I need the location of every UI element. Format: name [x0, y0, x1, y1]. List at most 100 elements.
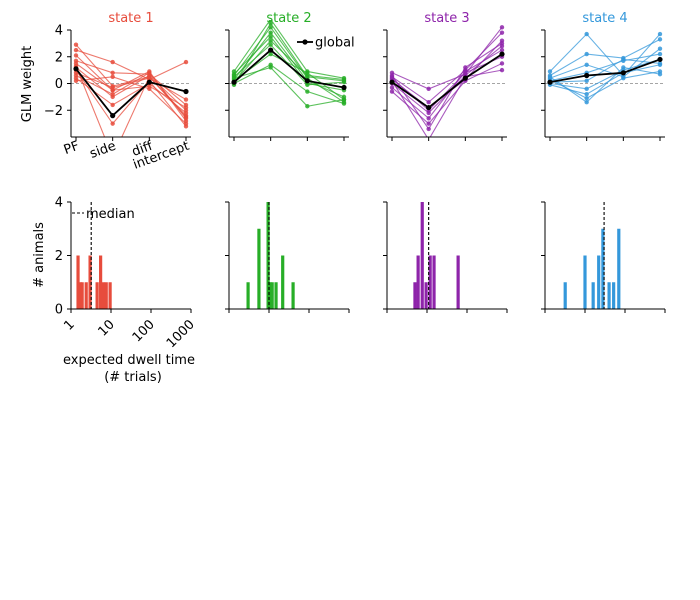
animal-point — [231, 75, 237, 81]
animal-line — [549, 58, 661, 90]
weights-panel-4: state 4 — [541, 11, 665, 141]
panel-title: state 4 — [582, 11, 627, 26]
global-point — [389, 79, 395, 85]
animal-point — [584, 96, 589, 101]
y-tick-label: 2 — [55, 249, 63, 264]
global-point — [657, 56, 663, 63]
weights-panel-3: state 3 — [383, 11, 507, 141]
animal-point — [341, 97, 347, 102]
histogram-bar — [432, 255, 436, 309]
animal-line — [75, 55, 187, 109]
histogram-bar — [597, 255, 601, 309]
animal-point — [584, 51, 589, 57]
animal-point — [73, 47, 79, 53]
animal-line — [75, 49, 187, 81]
x-tick-label: diff — [130, 138, 156, 160]
animal-line — [233, 26, 345, 103]
animal-point — [183, 110, 189, 116]
animal-point — [268, 34, 273, 39]
animal-point — [183, 59, 189, 65]
animal-line — [75, 76, 187, 125]
animal-point — [584, 78, 589, 84]
global-point — [73, 66, 79, 72]
animal-point — [426, 116, 431, 121]
animal-point — [110, 70, 115, 76]
histogram-bar — [420, 202, 424, 309]
histogram-bar — [591, 282, 595, 309]
animal-point — [621, 75, 626, 81]
histogram-bar — [104, 282, 108, 309]
animal-line — [233, 64, 345, 105]
animal-point — [621, 65, 626, 70]
animal-point — [73, 78, 79, 84]
bottom-xlabel-line1: expected dwell time — [63, 353, 195, 368]
global-point — [304, 78, 310, 84]
dwell-panel-2 — [225, 201, 350, 313]
weights-panel-2: state 2 global — [225, 11, 355, 141]
animal-point — [305, 70, 310, 76]
histogram-bar — [428, 255, 432, 309]
x-tick-label: PF — [62, 139, 82, 158]
legend-global-label: global — [315, 36, 355, 51]
bottom-ylabel: # animals — [32, 222, 47, 288]
legend-median-label: median — [86, 207, 135, 222]
animal-line — [75, 72, 187, 119]
animal-line — [233, 35, 345, 91]
animal-line — [233, 66, 345, 107]
animal-line — [549, 38, 661, 76]
animal-point — [463, 70, 468, 76]
animal-point — [463, 65, 468, 70]
animal-point — [499, 41, 505, 46]
animal-point — [426, 126, 431, 132]
animal-point — [499, 61, 505, 66]
animal-line — [233, 22, 345, 86]
animal-point — [389, 89, 395, 94]
animal-point — [305, 89, 310, 94]
animal-line — [233, 20, 345, 79]
y-tick-label: 4 — [55, 24, 63, 39]
animal-point — [268, 20, 273, 22]
animal-point — [147, 70, 152, 76]
animal-point — [584, 86, 589, 92]
animal-point — [183, 97, 189, 102]
histogram-bar — [612, 282, 616, 309]
animal-point — [499, 47, 505, 53]
global-point — [183, 88, 189, 95]
histogram-bar — [84, 282, 88, 309]
animal-line — [75, 67, 187, 111]
animal-point — [547, 69, 553, 74]
animal-point — [657, 37, 663, 42]
animal-line — [391, 62, 503, 125]
histogram-bar — [281, 255, 285, 309]
histogram-bar — [76, 255, 80, 309]
animal-point — [547, 74, 553, 80]
histogram-bar — [257, 228, 261, 309]
global-point — [146, 79, 152, 85]
histogram-bar — [78, 282, 82, 309]
histogram-bar — [108, 282, 112, 309]
animal-point — [657, 71, 663, 77]
animal-point — [73, 42, 79, 47]
global-line — [233, 48, 345, 89]
animal-point — [268, 21, 273, 26]
animal-point — [110, 59, 115, 65]
histogram-bar — [268, 282, 272, 309]
global-point — [110, 113, 116, 119]
animal-point — [426, 86, 431, 92]
histogram-bar — [601, 228, 605, 309]
animal-point — [426, 100, 431, 105]
animal-line — [391, 69, 503, 137]
histogram-bar — [583, 255, 587, 309]
animal-line — [549, 48, 661, 79]
animal-point — [147, 74, 152, 80]
animal-point — [657, 31, 663, 37]
animal-point — [426, 121, 431, 126]
animal-point — [621, 57, 626, 62]
y-tick-label: 0 — [55, 303, 63, 318]
panel-title: state 2 — [266, 11, 311, 26]
animal-point — [657, 61, 663, 66]
animal-line — [391, 32, 503, 103]
histogram-bar — [270, 282, 274, 309]
histogram-bar — [424, 282, 428, 309]
